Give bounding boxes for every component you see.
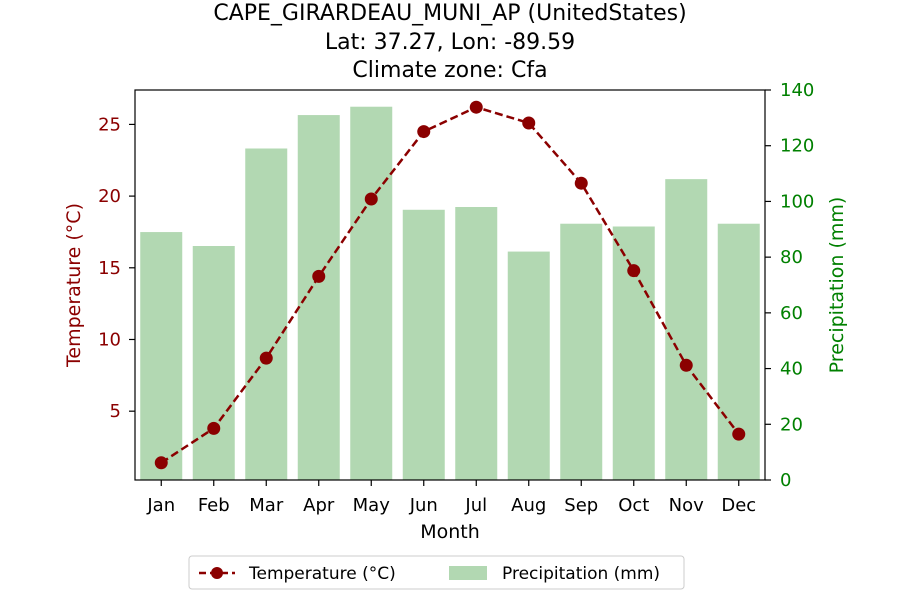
temperature-point-oct: [627, 264, 641, 278]
x-axis-label: Month: [420, 521, 480, 543]
plot-area-frame: [134, 89, 766, 481]
legend-frame: [188, 555, 685, 590]
x-tick-label-apr: Apr: [303, 495, 335, 516]
title-line-1: CAPE_GIRARDEAU_MUNI_AP (UnitedStates): [213, 1, 686, 26]
legend-temperature-marker-icon: [211, 567, 223, 579]
y-right-tick-label-40: 40: [780, 359, 803, 380]
legend-precipitation-label: Precipitation (mm): [502, 564, 660, 584]
x-tick-label-dec: Dec: [721, 495, 756, 516]
y-right-tick-label-80: 80: [780, 247, 803, 268]
temperature-point-feb: [207, 421, 221, 435]
temperature-point-mar: [259, 351, 273, 365]
x-axis: Jan Feb Mar Apr May Jun Jul Aug Sep Oct Nov Dec: [146, 480, 756, 516]
y-left-tick-label-15: 15: [98, 258, 121, 279]
precipitation-bar-nov: [665, 179, 708, 480]
y-right-tick-label-0: 0: [780, 470, 791, 491]
y-right-tick-label-100: 100: [780, 191, 814, 212]
precipitation-bar-jul: [455, 207, 498, 480]
legend: Temperature (°C) Precipitation (mm): [188, 555, 685, 590]
y-axis-left-label: Temperature (°C): [63, 203, 85, 368]
x-tick-label-aug: Aug: [511, 495, 546, 516]
temperature-point-jul: [469, 100, 483, 114]
temperature-point-may: [364, 192, 378, 206]
y-left-tick-label-5: 5: [110, 401, 121, 422]
x-tick-label-jun: Jun: [409, 495, 438, 516]
temperature-point-jan: [154, 456, 168, 470]
temperature-point-sep: [574, 176, 588, 190]
precipitation-bar-dec: [717, 223, 760, 480]
title-line-2: Lat: 37.27, Lon: -89.59: [325, 30, 575, 55]
y-right-tick-label-120: 120: [780, 136, 814, 157]
precipitation-bar-feb: [192, 246, 235, 480]
precipitation-bar-mar: [245, 148, 288, 480]
chart-title: CAPE_GIRARDEAU_MUNI_AP (UnitedStates) La…: [213, 1, 686, 83]
y-left-tick-label-10: 10: [98, 329, 121, 350]
precipitation-bar-may: [350, 106, 393, 480]
legend-precipitation-swatch-icon: [449, 566, 487, 580]
y-left-tick-label-20: 20: [98, 186, 121, 207]
y-axis-left: 5 10 15 20 25: [98, 114, 135, 422]
precipitation-bar-sep: [560, 223, 603, 480]
temperature-line: [154, 100, 746, 470]
x-tick-label-sep: Sep: [564, 495, 598, 516]
temperature-point-apr: [312, 269, 326, 283]
precipitation-bar-jan: [140, 232, 183, 480]
temperature-series-line: [160, 105, 740, 464]
temperature-point-dec: [732, 427, 746, 441]
legend-temperature-label: Temperature (°C): [248, 564, 396, 584]
x-tick-label-feb: Feb: [198, 495, 230, 516]
temperature-point-nov: [679, 358, 693, 372]
precipitation-bars: [140, 106, 760, 481]
y-axis-right-label: Precipitation (mm): [826, 197, 848, 374]
title-line-3: Climate zone: Cfa: [352, 58, 547, 83]
x-tick-label-jan: Jan: [146, 495, 175, 516]
y-right-tick-label-60: 60: [780, 303, 803, 324]
y-left-tick-label-25: 25: [98, 114, 121, 135]
y-axis-right: 0 20 40 60 80 100 120 140: [765, 80, 814, 491]
x-tick-label-oct: Oct: [618, 495, 649, 516]
y-right-tick-label-140: 140: [780, 80, 814, 101]
x-tick-label-jul: Jul: [464, 495, 487, 516]
temperature-point-aug: [522, 116, 536, 130]
x-tick-label-mar: Mar: [249, 495, 284, 516]
precipitation-bar-jun: [402, 209, 445, 481]
y-right-tick-label-20: 20: [780, 414, 803, 435]
temperature-point-jun: [417, 125, 431, 139]
x-tick-label-may: May: [353, 495, 391, 516]
precipitation-bar-aug: [507, 251, 550, 480]
x-tick-label-nov: Nov: [669, 495, 704, 516]
